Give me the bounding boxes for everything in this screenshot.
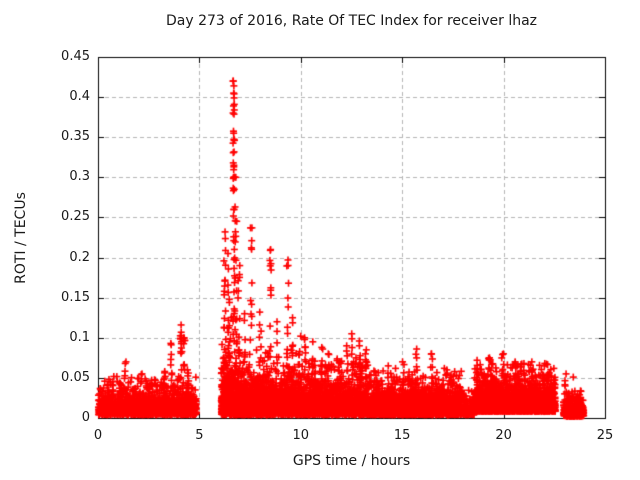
x-tick-label: 5 (195, 428, 204, 443)
x-tick-label: 10 (292, 428, 310, 443)
y-tick-label: 0.3 (69, 169, 90, 185)
y-axis-label: ROTI / TECUs (13, 192, 29, 284)
y-tick-label: 0.2 (69, 249, 90, 265)
x-tick-label: 0 (93, 428, 103, 443)
y-tick-label: 0.45 (61, 49, 90, 64)
y-tick-label: 0.4 (69, 89, 90, 105)
y-tick-label: 0.1 (69, 329, 90, 345)
x-tick-label: 15 (393, 428, 411, 443)
y-tick-label: 0.35 (61, 129, 90, 145)
x-tick-label: 20 (495, 428, 512, 443)
y-tick-label: 0.25 (61, 209, 90, 225)
y-tick-label: 0.05 (61, 369, 90, 385)
x-axis-label: GPS time / hours (292, 453, 411, 469)
y-tick-label: 0.15 (61, 289, 90, 305)
x-tick-label: 25 (596, 428, 614, 443)
y-tick-label: 0 (81, 410, 90, 425)
chart-title: Day 273 of 2016, Rate Of TEC Index for r… (165, 13, 538, 29)
